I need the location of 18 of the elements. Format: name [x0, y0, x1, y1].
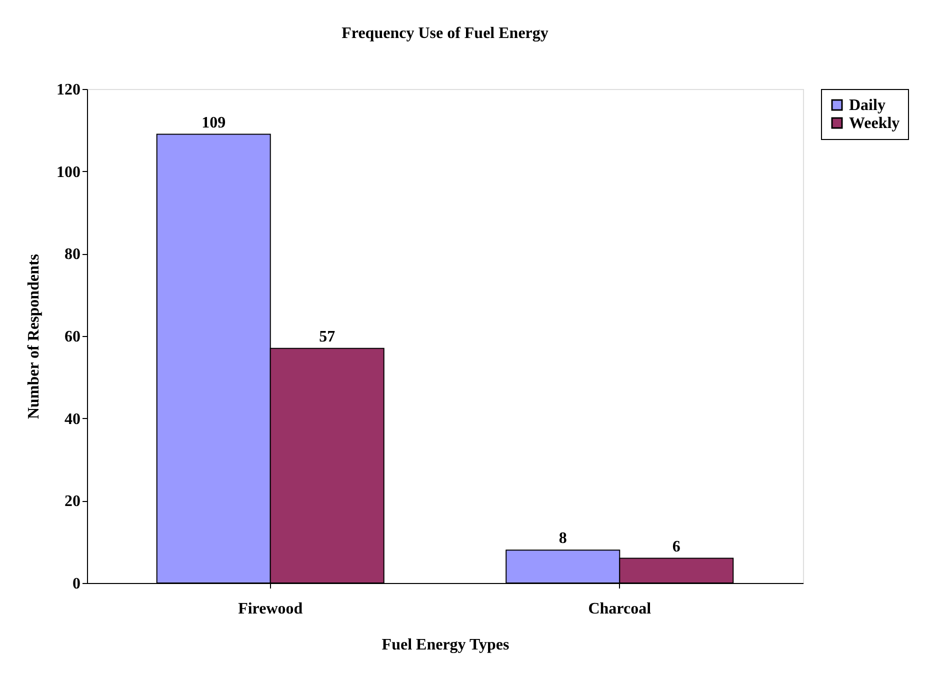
chart-title: Frequency Use of Fuel Energy [342, 25, 548, 42]
y-tick-label: 100 [56, 164, 80, 181]
data-label: 6 [672, 538, 680, 556]
x-axis-title: Fuel Energy Types [382, 636, 510, 654]
data-label: 109 [202, 114, 226, 132]
data-label: 57 [319, 328, 336, 346]
y-tick-label: 60 [64, 328, 80, 346]
y-tick-label: 20 [64, 493, 80, 510]
x-tick-label: Firewood [238, 600, 303, 618]
y-tick-label: 80 [64, 246, 80, 264]
data-label: 8 [558, 530, 567, 548]
y-axis-title: Number of Respondents [26, 254, 42, 420]
y-tick-label: 40 [64, 410, 80, 428]
y-tick-label: 0 [72, 576, 80, 592]
legend-label: Weekly [849, 115, 900, 132]
y-tick-label: 120 [56, 82, 80, 98]
x-tick-label: Charcoal [588, 600, 652, 618]
legend-label: Daily [849, 97, 886, 114]
